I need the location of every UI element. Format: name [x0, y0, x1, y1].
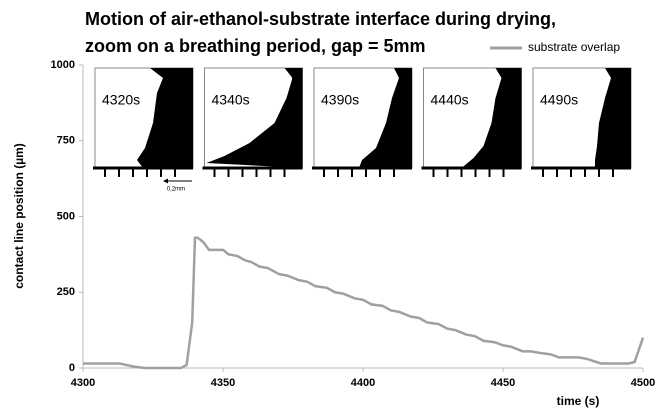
- x-tick-label: 4300: [71, 377, 95, 389]
- inset-label: 4340s: [212, 92, 250, 108]
- chart-title: Motion of air-ethanol-substrate interfac…: [85, 9, 556, 29]
- y-axis-title: contact line position (µm): [12, 143, 26, 289]
- y-tick-label: 750: [57, 135, 75, 147]
- inset-image: [461, 68, 522, 168]
- inset-image: [595, 68, 631, 168]
- x-axis-title: time (s): [557, 394, 600, 408]
- scale-bar-arrow: [163, 178, 168, 184]
- scale-bar-label: 0,2mm: [167, 187, 185, 193]
- y-tick-label: 1000: [51, 59, 75, 71]
- y-tick-label: 0: [69, 362, 75, 374]
- legend-label: substrate overlap: [528, 40, 620, 54]
- y-tick-label: 250: [57, 286, 75, 298]
- inset-image: [400, 70, 412, 98]
- inset-image: [359, 68, 412, 168]
- inset-label-bg: [427, 88, 476, 112]
- x-tick-label: 4450: [491, 377, 515, 389]
- data-line: [83, 236, 645, 370]
- inset-label-bg: [537, 88, 585, 112]
- inset-label: 4490s: [540, 92, 578, 108]
- inset-label-bg: [208, 88, 257, 112]
- inset-image: [619, 70, 631, 98]
- chart-title: zoom on a breathing period, gap = 5mm: [85, 36, 426, 56]
- y-tick-label: 500: [57, 210, 75, 222]
- x-tick-label: 4500: [631, 377, 655, 389]
- x-tick-label: 4400: [351, 377, 375, 389]
- inset-image: [137, 68, 193, 168]
- inset-label-bg: [318, 88, 366, 112]
- inset-image: [206, 68, 303, 168]
- inset-label: 4440s: [431, 92, 469, 108]
- inset-image: [509, 70, 522, 98]
- inset-image: [181, 70, 193, 98]
- inset-image: [290, 70, 303, 98]
- inset-label: 4320s: [102, 92, 140, 108]
- inset-label-bg: [99, 88, 147, 112]
- x-tick-label: 4350: [211, 377, 235, 389]
- inset-label: 4390s: [321, 92, 359, 108]
